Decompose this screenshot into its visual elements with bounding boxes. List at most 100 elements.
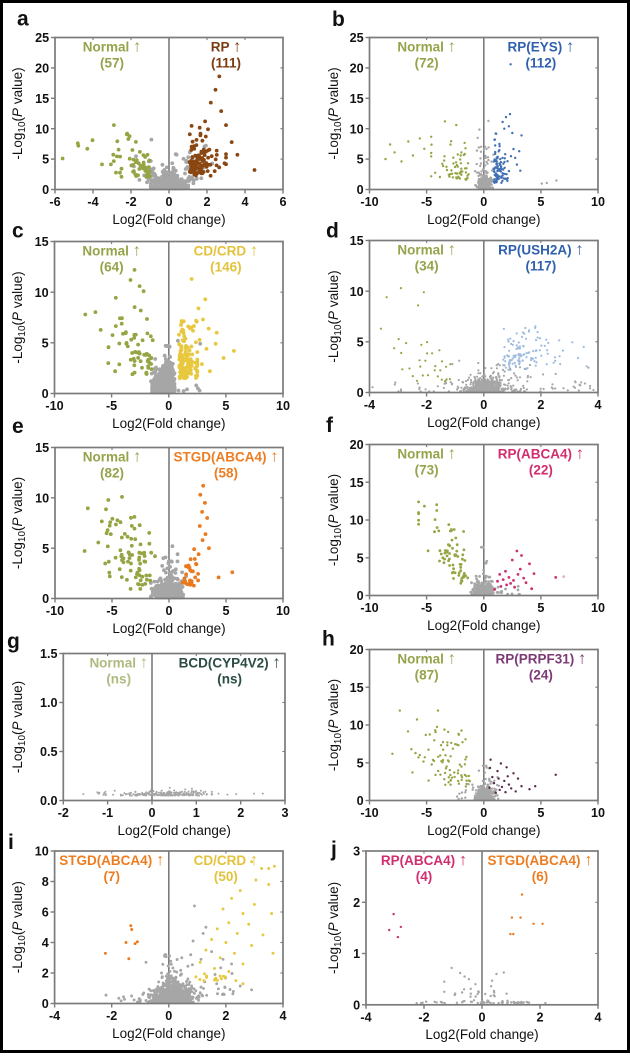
svg-text:10: 10 — [350, 122, 364, 136]
svg-text:5: 5 — [42, 336, 49, 350]
svg-text:-4: -4 — [87, 195, 98, 209]
svg-text:5: 5 — [537, 601, 544, 615]
svg-text:0.5: 0.5 — [40, 745, 58, 759]
svg-text:5: 5 — [357, 551, 364, 565]
svg-text:-10: -10 — [360, 806, 378, 820]
svg-text:(117): (117) — [526, 259, 557, 274]
svg-text:25: 25 — [350, 31, 364, 45]
svg-text:(111): (111) — [211, 56, 241, 71]
svg-text:10: 10 — [276, 399, 290, 413]
svg-text:10: 10 — [35, 491, 49, 505]
svg-text:0: 0 — [357, 589, 364, 603]
svg-text:5: 5 — [42, 153, 49, 167]
svg-text:Normal ↑: Normal ↑ — [397, 650, 456, 668]
svg-text:5: 5 — [357, 335, 364, 349]
svg-text:0: 0 — [480, 601, 487, 615]
svg-text:Normal ↑: Normal ↑ — [397, 241, 456, 259]
svg-text:RP(PRPF31) ↑: RP(PRPF31) ↑ — [496, 650, 587, 668]
svg-text:(82): (82) — [100, 466, 124, 481]
svg-text:(ns): (ns) — [217, 672, 242, 687]
svg-text:(73): (73) — [415, 463, 439, 478]
svg-text:0: 0 — [42, 183, 49, 197]
svg-text:1.5: 1.5 — [40, 647, 58, 661]
svg-text:15: 15 — [35, 92, 49, 106]
svg-text:0: 0 — [148, 806, 155, 820]
svg-text:0: 0 — [480, 195, 487, 209]
svg-text:Normal ↑: Normal ↑ — [397, 445, 456, 463]
svg-text:h: h — [322, 628, 335, 651]
svg-text:5: 5 — [537, 195, 544, 209]
svg-text:-1: -1 — [102, 806, 113, 820]
svg-text:3: 3 — [281, 806, 288, 820]
svg-text:15: 15 — [35, 235, 49, 249]
svg-text:5: 5 — [222, 604, 229, 618]
svg-text:5: 5 — [537, 806, 544, 820]
svg-text:15: 15 — [350, 92, 364, 106]
svg-text:10: 10 — [35, 286, 49, 300]
svg-text:(34): (34) — [415, 259, 439, 274]
svg-text:1.0: 1.0 — [40, 696, 58, 710]
svg-text:20: 20 — [350, 438, 364, 452]
svg-text:10: 10 — [350, 285, 364, 299]
svg-text:-5: -5 — [421, 195, 432, 209]
svg-text:0: 0 — [357, 386, 364, 400]
svg-text:RP ↑: RP ↑ — [211, 38, 242, 56]
svg-text:Normal ↑: Normal ↑ — [397, 38, 456, 56]
svg-text:4: 4 — [594, 398, 601, 412]
svg-text:(57): (57) — [100, 56, 124, 71]
svg-text:0: 0 — [357, 183, 364, 197]
svg-text:-5: -5 — [106, 399, 117, 413]
svg-text:0: 0 — [480, 806, 487, 820]
svg-text:Log2(Fold change): Log2(Fold change) — [427, 618, 540, 633]
svg-text:(146): (146) — [210, 260, 242, 275]
svg-text:f: f — [326, 414, 334, 437]
svg-text:BCD(CYP4V2) ↑: BCD(CYP4V2) ↑ — [179, 654, 281, 672]
svg-text:RP(USH2A) ↑: RP(USH2A) ↑ — [498, 241, 584, 259]
svg-text:STGD(ABCA4) ↑: STGD(ABCA4) ↑ — [174, 448, 279, 466]
svg-text:-10: -10 — [360, 195, 378, 209]
svg-text:-5: -5 — [421, 806, 432, 820]
svg-text:(112): (112) — [526, 56, 557, 71]
svg-text:0: 0 — [42, 387, 49, 401]
svg-text:Log2(Fold change): Log2(Fold change) — [427, 415, 540, 430]
svg-text:b: b — [332, 8, 345, 31]
svg-text:(64): (64) — [100, 260, 124, 275]
svg-text:15: 15 — [350, 476, 364, 490]
svg-text:(22): (22) — [529, 463, 553, 478]
svg-text:-10: -10 — [46, 604, 64, 618]
svg-text:15: 15 — [350, 234, 364, 248]
svg-text:-2: -2 — [125, 195, 136, 209]
svg-text:RP(ABCA4) ↑: RP(ABCA4) ↑ — [498, 445, 584, 463]
svg-text:(72): (72) — [415, 56, 439, 71]
svg-text:Log2(Fold change): Log2(Fold change) — [112, 621, 225, 636]
svg-text:10: 10 — [35, 122, 49, 136]
svg-text:10: 10 — [276, 604, 290, 618]
svg-text:10: 10 — [591, 601, 605, 615]
svg-text:-4: -4 — [364, 398, 375, 412]
svg-text:Log2(Fold change): Log2(Fold change) — [112, 416, 225, 431]
svg-text:5: 5 — [357, 153, 364, 167]
svg-text:6: 6 — [279, 195, 286, 209]
svg-text:Normal ↑: Normal ↑ — [82, 242, 141, 260]
svg-text:4: 4 — [241, 195, 248, 209]
svg-text:Log2(Fold change): Log2(Fold change) — [112, 212, 225, 227]
svg-text:(ns): (ns) — [106, 672, 131, 687]
svg-text:0: 0 — [42, 592, 49, 606]
svg-text:-10: -10 — [45, 399, 63, 413]
svg-text:2: 2 — [237, 806, 244, 820]
svg-text:2: 2 — [537, 398, 544, 412]
svg-text:Normal ↑: Normal ↑ — [83, 38, 142, 56]
svg-text:5: 5 — [222, 399, 229, 413]
svg-text:RP(EYS) ↑: RP(EYS) ↑ — [508, 38, 575, 56]
svg-text:10: 10 — [591, 195, 605, 209]
svg-text:(87): (87) — [415, 668, 439, 683]
svg-text:5: 5 — [42, 542, 49, 556]
svg-text:c: c — [12, 220, 24, 243]
svg-text:-10: -10 — [360, 601, 378, 615]
svg-text:15: 15 — [35, 441, 49, 455]
svg-text:Log2(Fold change): Log2(Fold change) — [118, 823, 231, 838]
svg-text:15: 15 — [350, 681, 364, 695]
svg-text:0: 0 — [480, 398, 487, 412]
svg-text:e: e — [12, 415, 24, 438]
svg-text:-5: -5 — [106, 604, 117, 618]
